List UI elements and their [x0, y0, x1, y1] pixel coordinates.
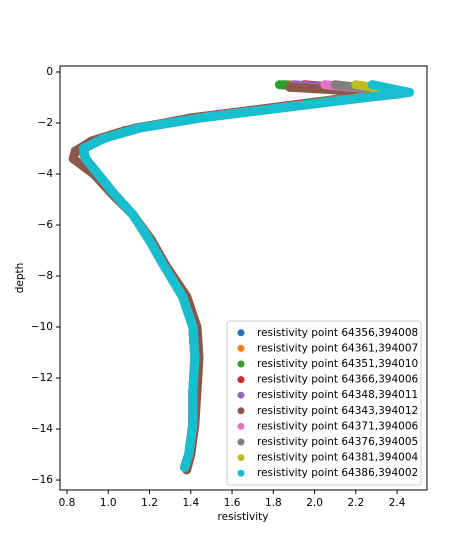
legend-marker — [237, 407, 245, 415]
point — [134, 123, 144, 133]
legend-label: resistivity point 64356,394008 — [257, 327, 418, 339]
y-tick-label: −14 — [31, 423, 53, 435]
legend-label: resistivity point 64351,394010 — [257, 358, 418, 370]
y-tick-label: −2 — [38, 117, 53, 129]
point — [299, 100, 309, 110]
legend-marker — [237, 438, 245, 446]
point — [190, 353, 200, 363]
x-tick-label: 1.4 — [182, 497, 199, 509]
y-tick-label: −8 — [38, 270, 53, 282]
point — [188, 386, 198, 396]
y-tick-label: 0 — [46, 66, 53, 78]
point — [109, 189, 119, 199]
point — [128, 210, 138, 220]
legend-marker — [237, 376, 245, 384]
x-tick-label: 0.8 — [59, 497, 76, 509]
x-tick-label: 2.4 — [389, 497, 406, 509]
legend-marker — [237, 329, 245, 337]
point — [404, 87, 414, 97]
y-tick-label: −12 — [31, 372, 53, 384]
point — [81, 154, 91, 164]
x-axis-label: resistivity — [218, 511, 269, 523]
point — [180, 462, 190, 472]
legend-label: resistivity point 64361,394007 — [257, 342, 418, 354]
x-tick-label: 1.6 — [224, 497, 241, 509]
point — [188, 322, 198, 332]
point — [351, 80, 361, 90]
legend-marker — [237, 360, 245, 368]
y-tick-label: −6 — [38, 219, 54, 231]
point — [145, 235, 155, 245]
legend-marker — [237, 469, 245, 477]
y-tick-label: −4 — [38, 168, 54, 180]
legend-marker — [237, 422, 245, 430]
legend-label: resistivity point 64376,394005 — [257, 436, 418, 448]
legend-label: resistivity point 64343,394012 — [257, 405, 418, 417]
point — [367, 80, 377, 90]
legend-marker — [237, 344, 245, 352]
y-tick-label: −16 — [31, 474, 53, 486]
plot-area — [68, 80, 414, 475]
axes-frame — [59, 65, 428, 491]
x-tick-label: 2.2 — [347, 497, 364, 509]
legend-marker — [237, 391, 245, 399]
x-tick-label: 2.0 — [306, 497, 323, 509]
y-axis-label: depth — [14, 263, 26, 294]
point — [79, 144, 89, 154]
point — [68, 154, 78, 164]
point — [70, 146, 80, 156]
legend-label: resistivity point 64381,394004 — [257, 452, 418, 464]
point — [159, 261, 169, 271]
point — [196, 113, 206, 123]
point — [285, 82, 295, 92]
point — [188, 419, 198, 429]
point — [330, 80, 340, 90]
legend-box — [226, 320, 422, 486]
x-tick-label: 1.8 — [265, 497, 282, 509]
x-tick-label: 1.2 — [141, 497, 158, 509]
legend-label: resistivity point 64366,394006 — [257, 374, 418, 386]
legend-label: resistivity point 64371,394006 — [257, 420, 418, 432]
legend-label: resistivity point 64386,394002 — [257, 467, 418, 479]
point — [178, 291, 188, 301]
legend-marker — [237, 454, 245, 462]
point — [320, 80, 330, 90]
y-tick-label: −10 — [31, 321, 53, 333]
point — [93, 169, 103, 179]
point — [99, 133, 109, 143]
point — [274, 80, 284, 90]
point — [184, 450, 194, 460]
x-tick-label: 1.0 — [100, 497, 117, 509]
series-trace — [79, 80, 414, 472]
legend-label: resistivity point 64348,394011 — [257, 389, 418, 401]
